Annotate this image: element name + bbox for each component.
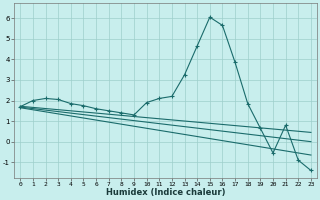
X-axis label: Humidex (Indice chaleur): Humidex (Indice chaleur) <box>106 188 225 197</box>
